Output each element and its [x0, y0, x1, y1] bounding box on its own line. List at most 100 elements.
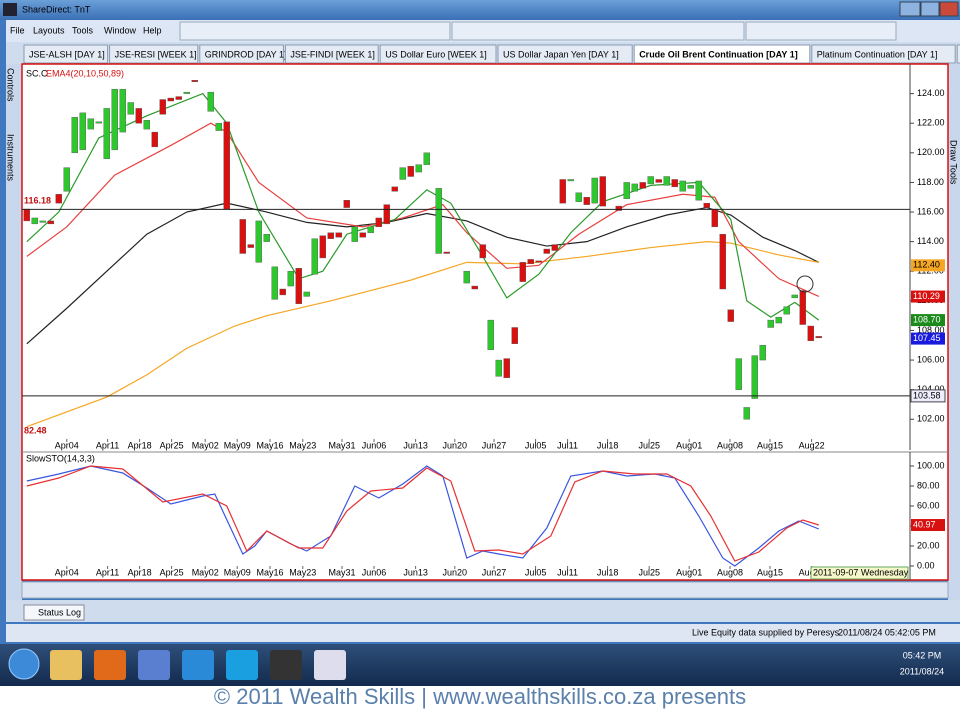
candle-body: [183, 91, 191, 94]
x-tick-label: Jul18: [597, 567, 619, 577]
clock-date: 2011/08/24: [900, 666, 944, 676]
candle-body: [615, 205, 622, 211]
candle-body: [207, 91, 215, 112]
price-label: 112.40: [913, 260, 940, 270]
menu-item[interactable]: Window: [104, 25, 137, 35]
symbol-label: SC.C: [26, 68, 48, 78]
candle-body: [631, 183, 638, 192]
y-tick-label: 20.00: [917, 540, 940, 550]
menu-item[interactable]: File: [10, 25, 25, 35]
price-label-box: [911, 259, 945, 272]
candle-body: [443, 251, 450, 254]
taskbar-icon[interactable]: [94, 650, 126, 680]
x-tick-label: May09: [224, 440, 251, 450]
x-tick-label: Jun13: [403, 440, 428, 450]
tab[interactable]: [956, 44, 960, 64]
side-tab[interactable]: Instruments: [6, 134, 16, 182]
tab[interactable]: [109, 44, 199, 64]
taskbar-icon[interactable]: [138, 650, 170, 680]
candle-body: [519, 262, 526, 282]
menu-item[interactable]: Tools: [72, 25, 94, 35]
minimize-button[interactable]: [899, 1, 921, 17]
candle-body: [167, 97, 175, 102]
candle-body: [383, 204, 390, 225]
start-button[interactable]: [8, 648, 40, 680]
x-tick-label: Jun20: [443, 440, 468, 450]
x-tick-label: Aug15: [757, 567, 783, 577]
candle-body: [71, 117, 79, 154]
taskbar-icon[interactable]: [182, 650, 214, 680]
y-tick-label: 100.00: [917, 460, 945, 470]
tab-label[interactable]: GRINDROD [DAY 1]: [205, 49, 287, 59]
x-tick-label: Jun06: [362, 567, 387, 577]
tab[interactable]: [284, 44, 379, 64]
close-button[interactable]: [939, 1, 959, 17]
y-tick-label: 80.00: [917, 480, 940, 490]
status-log-label[interactable]: Status Log: [38, 607, 81, 617]
toolbar-group: [179, 21, 451, 41]
y-tick-label: 106.00: [917, 354, 945, 364]
tab[interactable]: [199, 44, 284, 64]
candle-body: [63, 167, 70, 192]
candle-body: [471, 285, 478, 290]
app-icon: [3, 3, 17, 16]
candle-body: [247, 244, 255, 248]
taskbar-icon[interactable]: [226, 650, 258, 680]
candle-body: [487, 319, 494, 350]
tab-label[interactable]: Crude Oil Brent Continuation [DAY 1]: [639, 49, 798, 59]
taskbar-icon[interactable]: [270, 650, 302, 680]
x-tick-label: Aug01: [676, 567, 702, 577]
taskbar-icon[interactable]: [50, 650, 82, 680]
y-tick-label: 114.00: [917, 236, 944, 246]
taskbar-icon[interactable]: [314, 650, 346, 680]
x-tick-label: Jul05: [525, 567, 547, 577]
status-log-tab[interactable]: [23, 604, 85, 621]
x-tick-label: May16: [256, 567, 283, 577]
y-tick-label: 116.00: [917, 206, 944, 216]
x-tick-label: Apr25: [160, 567, 184, 577]
price-label-box: [911, 519, 945, 532]
maximize-button[interactable]: [920, 1, 940, 17]
tab-label[interactable]: US Dollar Japan Yen [DAY 1]: [503, 49, 619, 59]
candle-body: [327, 232, 334, 239]
candle-body: [391, 186, 398, 192]
tab-label[interactable]: JSE-ALSH [DAY 1]: [29, 49, 105, 59]
candle-body: [279, 288, 286, 296]
price-label-box: [911, 290, 945, 303]
candle-body: [47, 220, 54, 225]
side-tab[interactable]: Controls: [6, 68, 16, 102]
tab[interactable]: [23, 44, 109, 64]
candle-body: [175, 96, 183, 100]
candle-body: [31, 217, 38, 225]
candle-body: [79, 112, 87, 151]
menu: File Layouts Tools Window Help: [10, 25, 162, 35]
scrollbar[interactable]: [21, 581, 949, 599]
tab-label[interactable]: Platinum Continuation [DAY 1]: [817, 49, 938, 59]
candle-body: [727, 309, 734, 322]
x-tick-label: Aug01: [676, 440, 702, 450]
tab-label[interactable]: JSE-RESI [WEEK 1]: [115, 49, 197, 59]
x-tick-label: Aug08: [717, 567, 743, 577]
tab[interactable]: [379, 44, 497, 64]
tab-label[interactable]: US Dollar Euro [WEEK 1]: [385, 49, 487, 59]
tab[interactable]: [811, 44, 956, 64]
menu-item[interactable]: Help: [143, 25, 162, 35]
candle-body: [343, 199, 350, 208]
x-tick-label: May16: [256, 440, 283, 450]
indicator-line: [26, 465, 820, 567]
candle-body: [663, 176, 670, 186]
line-label: 103.58: [913, 390, 941, 400]
candle-body: [807, 325, 814, 342]
tab[interactable]: [497, 44, 633, 64]
tab[interactable]: [633, 44, 811, 64]
tab-label[interactable]: JSE-FINDI [WEEK 1]: [290, 49, 375, 59]
x-tick-label: Jul11: [557, 440, 578, 450]
candle-body: [767, 319, 774, 328]
toolbar-group: [745, 21, 897, 41]
candle-body: [375, 217, 382, 228]
candle-body: [695, 180, 702, 201]
menu-item[interactable]: Layouts: [33, 25, 65, 35]
side-tab[interactable]: Draw Tools: [949, 140, 959, 185]
low-note: 82.48: [24, 425, 47, 435]
